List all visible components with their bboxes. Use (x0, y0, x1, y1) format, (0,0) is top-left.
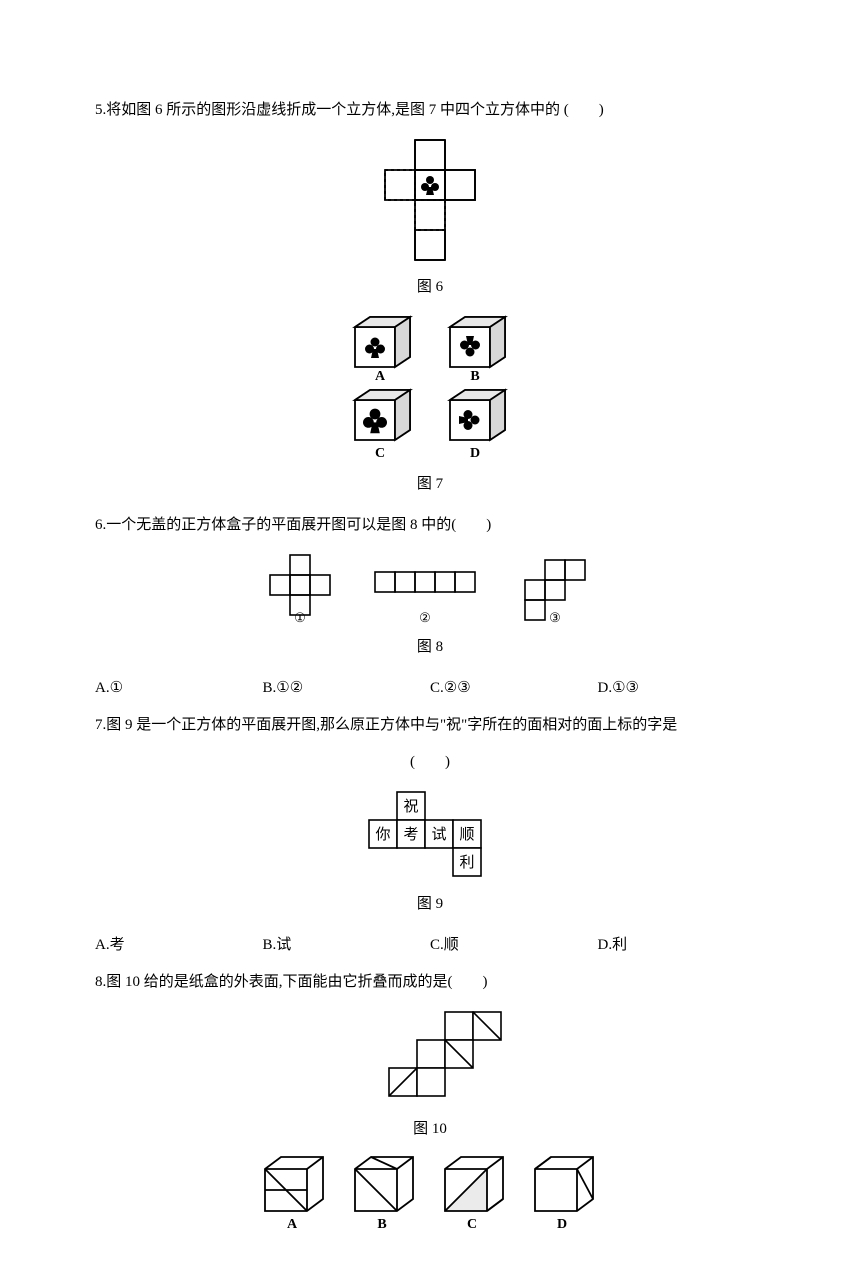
caption-fig10: 图 10 (95, 1113, 765, 1146)
question-5-text: 5.将如图 6 所示的图形沿虚线折成一个立方体,是图 7 中四个立方体中的 ( … (95, 94, 765, 127)
q7-opt-a: A.考 (95, 929, 263, 962)
caption-fig8: 图 8 (95, 631, 765, 664)
caption-fig9: 图 9 (95, 888, 765, 921)
question-7-paren: ( ) (95, 746, 765, 779)
q7-opt-c: C.顺 (430, 929, 598, 962)
question-6-options: A.① B.①② C.②③ D.①③ (95, 672, 765, 705)
svg-text:祝: 祝 (403, 798, 418, 815)
q6-opt-c: C.②③ (430, 672, 598, 705)
question-8-text: 8.图 10 给的是纸盒的外表面,下面能由它折叠而成的是( ) (95, 966, 765, 999)
svg-text:考: 考 (403, 826, 418, 843)
q7-opt-d: D.利 (598, 929, 766, 962)
svg-text:②: ② (419, 610, 431, 625)
q7-opt-b: B.试 (263, 929, 431, 962)
figure-10 (95, 1007, 765, 1107)
figure-6 (95, 135, 765, 265)
caption-fig7: 图 7 (95, 468, 765, 501)
question-7-options: A.考 B.试 C.顺 D.利 (95, 929, 765, 962)
caption-fig6: 图 6 (95, 271, 765, 304)
svg-text:③: ③ (549, 610, 561, 625)
q5-label-b: B (470, 369, 479, 384)
svg-text:试: 试 (431, 826, 446, 843)
figure-8: ① ② ③ (95, 550, 765, 625)
question-7-text: 7.图 9 是一个正方体的平面展开图,那么原正方体中与"祝"字所在的面相对的面上… (95, 709, 765, 742)
q6-opt-a: A.① (95, 672, 263, 705)
q5-label-a: A (375, 369, 386, 384)
q6-opt-b: B.①② (263, 672, 431, 705)
q5-label-c: C (375, 446, 385, 461)
figure-9: 祝 你 考 试 顺 利 (95, 787, 765, 882)
svg-text:D: D (557, 1217, 567, 1232)
svg-text:C: C (467, 1217, 477, 1232)
svg-text:①: ① (294, 610, 306, 625)
svg-text:B: B (377, 1217, 386, 1232)
question-6-text: 6.一个无盖的正方体盒子的平面展开图可以是图 8 中的( ) (95, 509, 765, 542)
figure-7: A B C D (95, 312, 765, 462)
q6-opt-d: D.①③ (598, 672, 766, 705)
svg-text:你: 你 (375, 826, 390, 843)
svg-text:利: 利 (459, 854, 474, 871)
figure-10-options: A B C D (95, 1154, 765, 1232)
svg-text:A: A (287, 1217, 298, 1232)
svg-text:顺: 顺 (459, 826, 474, 843)
q5-label-d: D (470, 446, 480, 461)
